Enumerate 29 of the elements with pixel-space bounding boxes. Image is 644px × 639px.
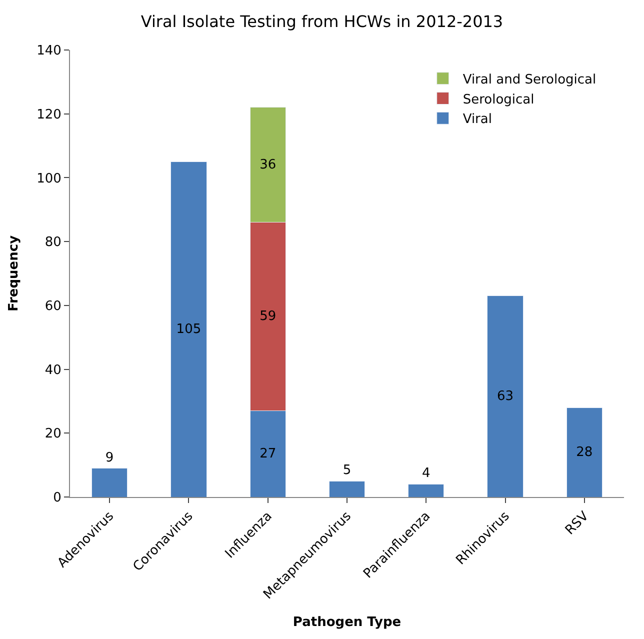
data-label: 105 <box>176 322 202 337</box>
data-label: 59 <box>260 309 276 324</box>
y-tick-label: 20 <box>44 426 62 442</box>
y-tick-label: 120 <box>36 107 62 122</box>
x-axis-title: Pathogen Type <box>292 615 402 630</box>
y-axis-title: Frequency <box>6 234 22 312</box>
bar <box>566 407 602 497</box>
bar <box>92 468 128 497</box>
y-tick-label: 60 <box>44 298 62 314</box>
data-label: 36 <box>260 157 276 172</box>
legend-label: Viral <box>462 112 492 128</box>
chart-title: Viral Isolate Testing from HCWs in 2012-2013 <box>140 12 504 32</box>
data-label: 28 <box>576 444 593 460</box>
bar <box>408 484 444 497</box>
data-label: 4 <box>422 466 430 482</box>
data-label: 9 <box>105 450 114 466</box>
y-tick-label: 100 <box>36 171 62 186</box>
legend-label: Viral and Serological <box>462 72 596 88</box>
legend-label: Serological <box>462 92 534 108</box>
y-tick-label: 0 <box>53 490 62 506</box>
bar <box>487 296 524 497</box>
bar <box>328 480 366 497</box>
y-tick-label: 140 <box>36 44 62 59</box>
data-label: 27 <box>260 446 276 462</box>
data-label: 63 <box>497 388 514 404</box>
y-tick-label: 80 <box>44 235 62 250</box>
bar <box>170 162 207 497</box>
data-label: 5 <box>342 463 352 478</box>
y-tick-label: 40 <box>44 362 62 378</box>
